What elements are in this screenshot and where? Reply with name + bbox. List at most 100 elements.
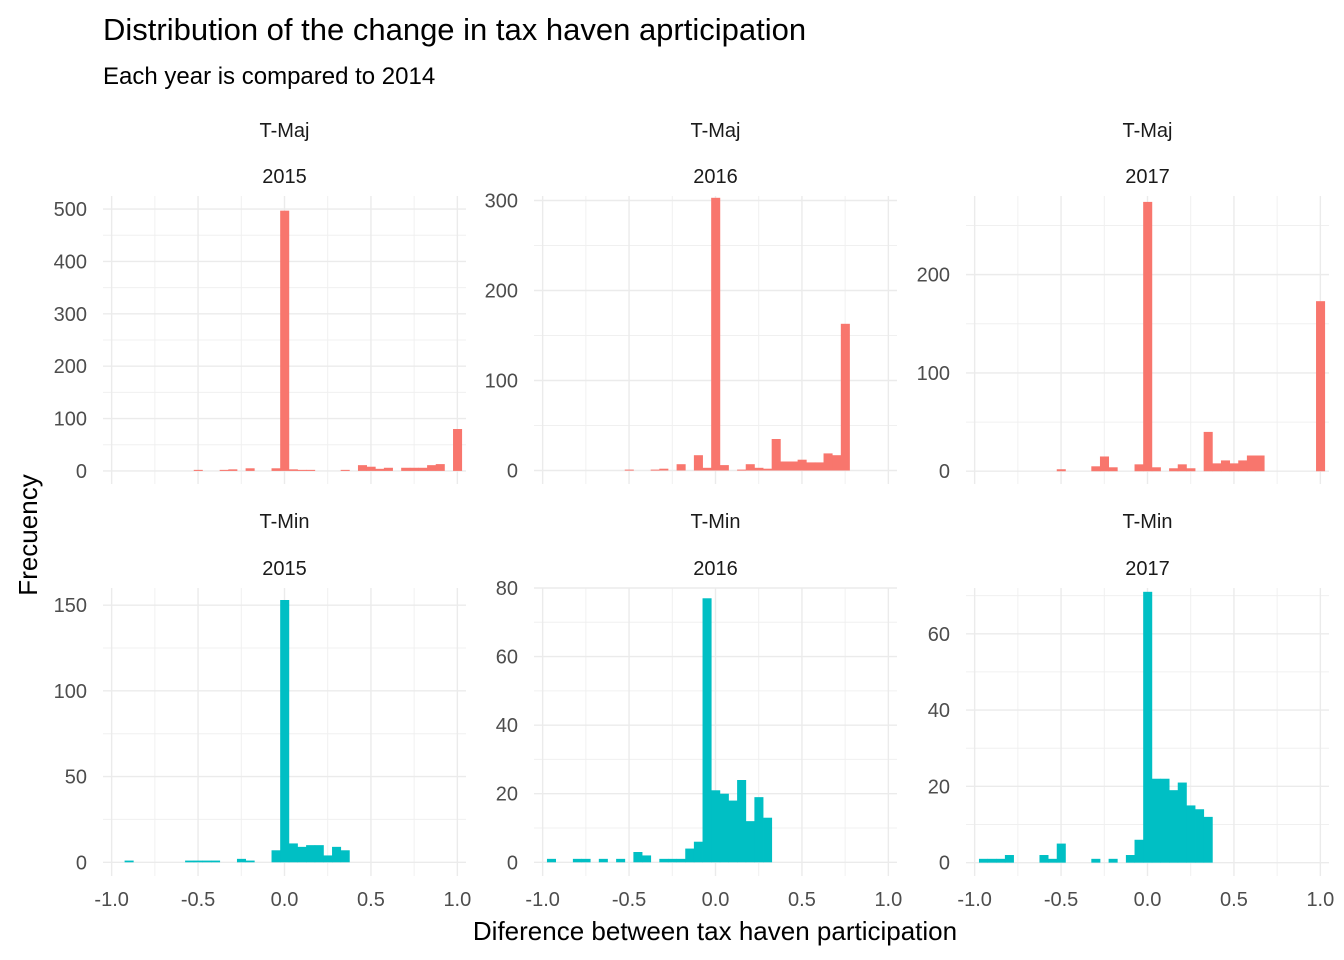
- histogram-bar: [288, 843, 298, 863]
- histogram-bar: [1169, 468, 1179, 472]
- strip-group-label: T-Maj: [691, 120, 741, 142]
- histogram-bar: [124, 860, 134, 863]
- x-tick-label: -1.0: [957, 889, 991, 911]
- histogram-bar: [288, 469, 298, 471]
- x-tick-label: 0.5: [788, 889, 816, 911]
- histogram-bar: [702, 598, 712, 863]
- y-tick-label: 200: [485, 281, 518, 303]
- panel-t-maj-2017: T-Maj 2017 0 100 200: [917, 120, 1329, 484]
- histogram-bar: [987, 858, 997, 863]
- y-tick-label: 150: [54, 595, 87, 617]
- y-tick-label: 20: [928, 776, 950, 798]
- histogram-bar: [1246, 455, 1256, 472]
- histogram-bar: [297, 469, 307, 471]
- panel-t-maj-2016: T-Maj 2016 0 100 200 300: [485, 120, 897, 484]
- histogram-bar: [719, 793, 729, 863]
- histogram-bar: [754, 797, 764, 863]
- histogram-bar: [702, 467, 712, 471]
- histogram-bar: [676, 858, 686, 863]
- x-tick-label: -0.5: [612, 889, 646, 911]
- strip-group-label: T-Min: [1123, 511, 1173, 533]
- histogram-bar: [1203, 816, 1213, 863]
- histogram-bar: [1316, 301, 1326, 472]
- histogram-bar: [453, 429, 463, 471]
- y-tick-label: 300: [485, 191, 518, 213]
- histogram-bar: [711, 197, 721, 471]
- histogram-bar: [771, 439, 781, 471]
- histogram-bar: [332, 846, 342, 863]
- histogram-bar: [375, 468, 385, 471]
- panel-t-min-2017: T-Min 2017 0 20 40 60 -1.0 -0.5 0.0 0.5 1.0: [928, 511, 1335, 911]
- panels: T-Maj20150100200300400500T-Maj2016010020…: [54, 120, 1335, 911]
- histogram-bar: [1169, 790, 1179, 863]
- histogram-bar: [1238, 460, 1248, 472]
- histogram-bar: [797, 459, 807, 471]
- histogram-bar: [1160, 778, 1170, 863]
- histogram-bar: [719, 465, 729, 471]
- histogram-bar: [788, 461, 799, 471]
- histogram-bar: [323, 855, 333, 863]
- histogram-bar: [1108, 467, 1118, 472]
- y-tick-label: 100: [54, 409, 87, 431]
- y-tick-label: 0: [939, 853, 950, 875]
- histogram-bar: [814, 462, 824, 471]
- histogram-bar: [383, 467, 393, 471]
- histogram-bar: [642, 855, 652, 863]
- histogram-bar: [685, 848, 695, 863]
- x-tick-label: -0.5: [1044, 889, 1078, 911]
- histogram-bar: [1195, 809, 1205, 863]
- histogram-bar: [823, 453, 833, 471]
- strip-group-label: T-Min: [691, 511, 741, 533]
- histogram-bar: [806, 462, 816, 471]
- histogram-bar: [219, 469, 229, 471]
- x-tick-label: 0.5: [357, 889, 385, 911]
- histogram-bar: [271, 468, 281, 471]
- histogram-bar: [306, 845, 316, 863]
- histogram-bar: [693, 841, 703, 863]
- histogram-bar: [572, 858, 582, 863]
- histogram-bar: [366, 466, 376, 471]
- histogram-bar: [418, 467, 428, 471]
- histogram-bar: [780, 461, 790, 471]
- histogram-bar: [728, 800, 738, 863]
- y-tick-label: 20: [496, 784, 518, 806]
- strip-group-label: T-Maj: [260, 120, 310, 142]
- y-tick-label: 500: [54, 199, 87, 221]
- histogram-bar: [624, 469, 634, 471]
- histogram-bar: [1056, 469, 1066, 472]
- x-tick-label: -1.0: [94, 889, 128, 911]
- histogram-bar: [1177, 464, 1187, 472]
- x-tick-label: 0.0: [702, 889, 730, 911]
- histogram-bar: [1091, 466, 1101, 472]
- strip-year-label: 2015: [262, 558, 307, 580]
- histogram-bar: [737, 780, 747, 863]
- histogram-bar: [202, 860, 212, 863]
- histogram-bar: [185, 860, 195, 863]
- histogram-bar: [832, 455, 842, 471]
- histogram-bar: [633, 852, 643, 863]
- histogram-bar: [1048, 858, 1058, 863]
- histogram-bar: [297, 846, 307, 863]
- histogram-bar: [1212, 463, 1222, 472]
- histogram-bar: [271, 850, 281, 863]
- histogram-bar: [996, 858, 1006, 863]
- histogram-bar: [340, 850, 350, 863]
- histogram-bar: [581, 858, 591, 863]
- histogram-bar: [236, 858, 247, 863]
- histogram-bar: [667, 858, 678, 863]
- histogram-bar: [427, 465, 437, 471]
- x-axis-label: Diference between tax haven participatio…: [473, 916, 957, 946]
- y-tick-label: 0: [76, 461, 87, 483]
- histogram-bar: [1143, 591, 1153, 863]
- histogram-bar: [1203, 431, 1213, 472]
- y-tick-label: 40: [928, 700, 950, 722]
- strip-year-label: 2017: [1125, 558, 1170, 580]
- histogram-bar: [978, 858, 989, 863]
- strip-year-label: 2015: [262, 166, 307, 188]
- histogram-bar: [435, 464, 445, 471]
- histogram-bar: [763, 468, 773, 471]
- y-tick-label: 0: [939, 461, 950, 483]
- histogram-bar: [193, 860, 203, 863]
- histogram-bar: [314, 845, 324, 863]
